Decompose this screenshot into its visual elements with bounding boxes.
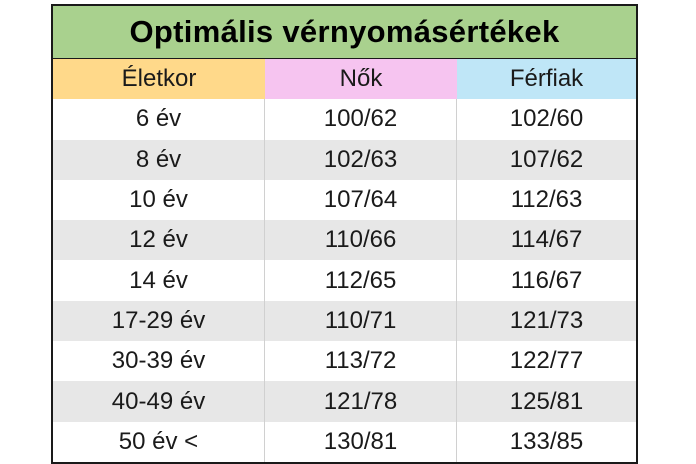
age-cell: 10 év [53,179,265,221]
age-cell: 6 év [53,99,265,140]
table-row: 6 év 100/62 102/60 [53,99,636,140]
women-value-cell: 112/65 [265,260,457,301]
table-title: Optimális vérnyomásértékek [53,6,636,59]
table-row: 40-49 év 121/78 125/81 [53,381,636,422]
table-row: 50 év < 130/81 133/85 [53,421,636,462]
age-cell: 30-39 év [53,341,265,382]
men-value-cell: 133/85 [509,427,584,455]
blood-pressure-table: Optimális vérnyomásértékek Életkor Nők F… [51,4,638,464]
men-value-cell: 122/77 [509,347,584,375]
women-value-cell: 110/71 [265,300,457,342]
table-row: 8 év 102/63 107/62 [53,139,636,180]
age-cell: 50 év < [53,421,265,462]
women-value-cell: 100/62 [265,99,457,140]
table-row: 30-39 év 113/72 122/77 [53,341,636,382]
age-cell: 14 év [53,260,265,301]
table-row: 10 év 107/64 112/63 [53,179,636,221]
table-row: 14 év 112/65 116/67 [53,260,636,301]
table-row: 12 év 110/66 114/67 [53,220,636,261]
men-value-cell: 116/67 [510,266,583,294]
age-cell: 40-49 év [53,381,265,422]
table-row: 17-29 év 110/71 121/73 [53,300,636,342]
men-value-cell: 125/81 [509,387,584,415]
age-cell: 8 év [53,139,265,180]
men-value-cell: 114/67 [510,226,583,254]
men-value-cell: 107/62 [509,145,584,173]
men-value-cell: 112/63 [510,186,583,214]
age-cell: 12 év [53,220,265,261]
women-value-cell: 102/63 [265,139,457,180]
women-value-cell: 130/81 [265,421,457,462]
men-value-cell: 121/73 [509,306,584,334]
header-age: Életkor [53,59,265,100]
header-women: Nők [265,59,457,100]
header-men: Férfiak [457,59,636,100]
women-value-cell: 110/66 [265,220,457,261]
women-value-cell: 107/64 [265,179,457,221]
table-header-row: Életkor Nők Férfiak [53,59,636,100]
men-value-cell: 102/60 [509,105,584,133]
age-cell: 17-29 év [53,300,265,342]
women-value-cell: 121/78 [265,381,457,422]
women-value-cell: 113/72 [265,341,457,382]
